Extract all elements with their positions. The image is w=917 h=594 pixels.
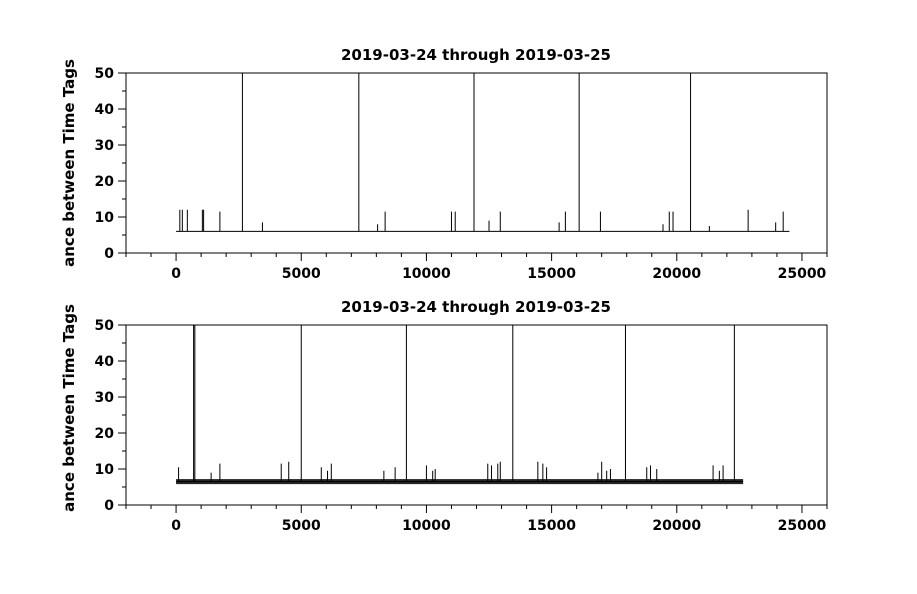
bottom-chart-ylabel: ance between Time Tags bbox=[60, 304, 78, 512]
top-chart-ylabel: ance between Time Tags bbox=[60, 59, 78, 267]
y-tick-label: 40 bbox=[95, 354, 115, 370]
bottom-x-ticks: 0 5000 10000 15000 20000 25000 bbox=[125, 505, 828, 534]
top-data-series bbox=[176, 73, 790, 232]
bottom-baseline-band bbox=[176, 479, 744, 485]
x-tick-label: 20000 bbox=[652, 518, 701, 534]
bottom-data-series bbox=[176, 325, 744, 483]
x-tick-label: 5000 bbox=[282, 266, 321, 282]
x-tick-label: 5000 bbox=[282, 518, 321, 534]
y-tick-label: 50 bbox=[95, 318, 115, 334]
bottom-plot-frame bbox=[125, 324, 828, 506]
top-x-ticks: 0 5000 10000 15000 20000 25000 bbox=[125, 253, 828, 282]
bottom-y-ticks: 0 10 20 30 40 50 bbox=[95, 318, 126, 514]
x-tick-label: 0 bbox=[171, 518, 181, 534]
y-tick-label: 40 bbox=[95, 102, 115, 118]
y-tick-label: 10 bbox=[95, 210, 115, 226]
y-tick-label: 10 bbox=[95, 462, 115, 478]
y-tick-label: 0 bbox=[104, 246, 114, 262]
bottom-chart-title: 2019-03-24 through 2019-03-25 bbox=[341, 298, 611, 316]
top-y-ticks: 0 10 20 30 40 50 bbox=[95, 66, 126, 262]
y-tick-label: 30 bbox=[95, 138, 115, 154]
x-tick-label: 10000 bbox=[402, 518, 451, 534]
x-tick-label: 10000 bbox=[402, 266, 451, 282]
x-tick-label: 15000 bbox=[527, 518, 576, 534]
x-tick-label: 15000 bbox=[527, 266, 576, 282]
bottom-chart-panel: 2019-03-24 through 2019-03-25 ance betwe… bbox=[60, 298, 828, 534]
x-tick-label: 0 bbox=[171, 266, 181, 282]
x-tick-label: 25000 bbox=[778, 518, 827, 534]
y-tick-label: 20 bbox=[95, 174, 115, 190]
y-tick-label: 20 bbox=[95, 426, 115, 442]
y-tick-label: 0 bbox=[104, 498, 114, 514]
x-tick-label: 25000 bbox=[778, 266, 827, 282]
top-chart-title: 2019-03-24 through 2019-03-25 bbox=[341, 46, 611, 64]
y-tick-label: 50 bbox=[95, 66, 115, 82]
top-plot-frame bbox=[125, 72, 828, 254]
top-chart-panel: 2019-03-24 through 2019-03-25 ance betwe… bbox=[60, 46, 828, 282]
x-tick-label: 20000 bbox=[652, 266, 701, 282]
y-tick-label: 30 bbox=[95, 390, 115, 406]
